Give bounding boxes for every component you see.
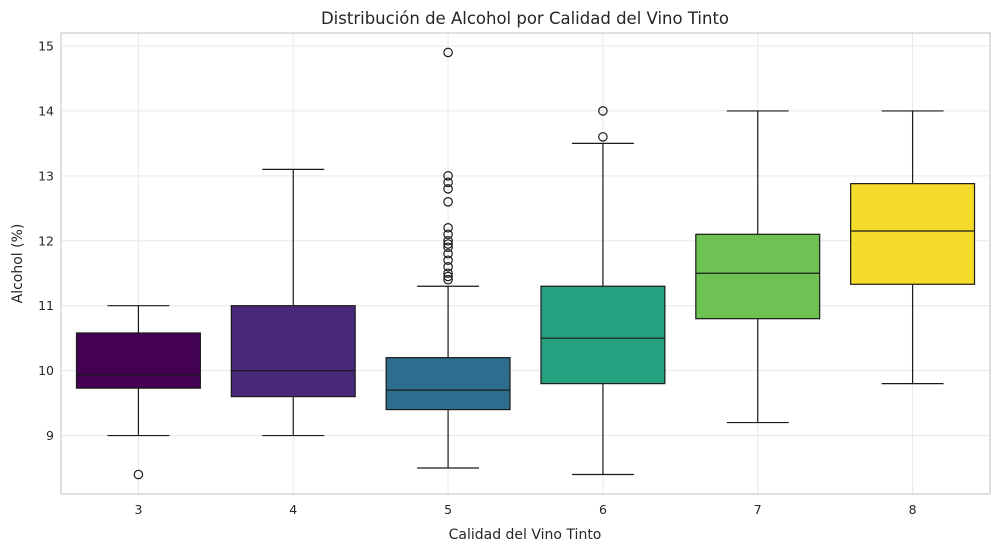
outlier-point	[443, 177, 453, 188]
y-tick-label: 10	[38, 363, 54, 378]
outlier-point	[443, 242, 453, 253]
plot-frame	[60, 32, 991, 495]
iqr-box	[695, 233, 821, 320]
outlier-point	[443, 255, 453, 266]
box-group-3	[75, 305, 201, 480]
outlier-point	[443, 222, 453, 233]
iqr-box	[850, 183, 976, 285]
x-tick-label: 8	[909, 502, 917, 517]
x-tick-label: 5	[444, 502, 452, 517]
outlier-point	[133, 469, 144, 480]
y-tick-label: 15	[38, 38, 54, 53]
iqr-box	[75, 332, 201, 389]
iqr-box	[230, 305, 356, 398]
x-tick-label: 3	[134, 502, 142, 517]
box-group-6	[540, 106, 666, 476]
chart-title: Distribución de Alcohol por Calidad del …	[321, 9, 729, 28]
outlier-point	[443, 268, 453, 279]
y-tick-label: 9	[46, 428, 54, 443]
outlier-point	[443, 235, 453, 246]
y-tick-label: 12	[38, 233, 54, 248]
outlier-point	[443, 239, 453, 249]
box-group-7	[695, 110, 821, 424]
box-group-8	[850, 110, 976, 385]
outlier-point	[443, 184, 453, 194]
outlier-point	[443, 271, 453, 282]
box-group-5	[385, 47, 511, 469]
outlier-point	[443, 274, 453, 285]
outlier-point	[443, 248, 453, 259]
tick-layer: 9 10 11 12 13 14 15 3 4 5 6 7 8	[38, 38, 917, 517]
box-group-4	[230, 168, 356, 437]
outlier-point	[443, 171, 453, 181]
y-tick-label: 14	[38, 103, 54, 118]
x-tick-label: 4	[289, 502, 297, 517]
outlier-point	[598, 132, 608, 142]
y-tick-label: 13	[38, 168, 54, 183]
iqr-box	[540, 285, 666, 385]
outlier-point	[598, 106, 608, 116]
x-tick-label: 6	[599, 502, 607, 517]
outlier-point	[443, 229, 453, 240]
y-axis-label: Alcohol (%)	[10, 224, 26, 304]
outlier-point	[443, 261, 453, 272]
outlier-point	[443, 197, 453, 207]
iqr-box	[385, 357, 511, 411]
y-tick-label: 11	[38, 298, 54, 313]
x-axis-label: Calidad del Vino Tinto	[449, 527, 602, 543]
box-layer	[75, 47, 976, 480]
outlier-point	[443, 47, 453, 58]
x-tick-label: 7	[754, 502, 762, 517]
